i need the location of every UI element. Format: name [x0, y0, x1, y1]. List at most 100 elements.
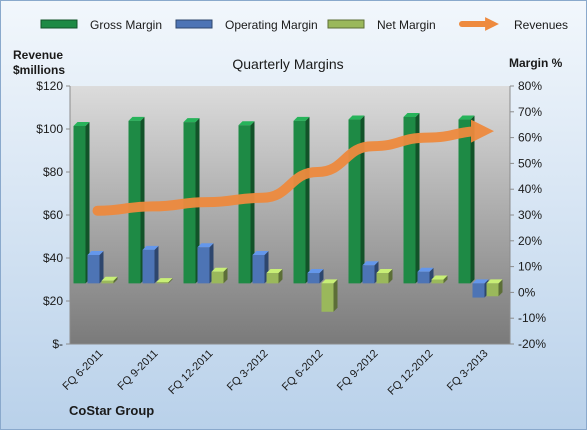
left-axis-label-line2: $millions [13, 63, 65, 77]
bar-side [415, 112, 420, 284]
right-tick-label: 60% [518, 131, 542, 145]
bar-front [128, 120, 141, 284]
x-tick-label: FQ 12-2012 [386, 348, 436, 398]
bar-operating-margin [417, 267, 434, 284]
bar-front [348, 119, 361, 284]
bar-front [197, 247, 210, 284]
bar-side [470, 115, 475, 284]
bar-front [431, 279, 444, 284]
bar-top [87, 250, 104, 255]
bar-operating-margin [362, 261, 379, 284]
right-tick-label: 70% [518, 105, 542, 119]
bar-top [252, 250, 269, 255]
left-tick-label: $20 [43, 294, 63, 308]
right-axis-label: Margin % [509, 56, 563, 70]
bar-front [211, 271, 224, 284]
x-tick-label: FQ 6-2012 [280, 348, 326, 394]
bar-top [472, 279, 489, 284]
bar-top [403, 112, 420, 117]
legend-item-operating-margin: Operating Margin [175, 18, 318, 32]
bar-gross-margin [293, 116, 310, 284]
bar-front [321, 283, 334, 312]
bar-marks [73, 112, 503, 312]
bar-net-margin [431, 275, 448, 284]
bar-front [486, 283, 499, 297]
bar-top [376, 269, 393, 274]
left-tick-label: $40 [43, 251, 63, 265]
bar-side [113, 276, 118, 284]
bar-top [142, 245, 159, 250]
bar-side [85, 121, 90, 284]
bar-top [238, 121, 255, 126]
revenue-line-layer [92, 119, 494, 216]
left-tick-label: $80 [43, 165, 63, 179]
x-tick-label: FQ 3-2012 [225, 348, 271, 394]
bar-front [101, 280, 114, 284]
legend-item-net-margin: Net Margin [327, 18, 436, 32]
bar-gross-margin [458, 115, 475, 284]
bar-top [348, 115, 365, 120]
bar-net-margin [266, 269, 283, 284]
legend-swatch [175, 19, 213, 29]
bar-front [472, 283, 485, 298]
bar-gross-margin [128, 116, 145, 284]
bar-front [156, 282, 169, 284]
legend-item-gross-margin: Gross Margin [40, 18, 162, 32]
bar-side [443, 275, 448, 284]
bar-net-margin [101, 276, 118, 284]
footer-label: CoStar Group [69, 403, 154, 418]
x-tick-label: FQ 6-2011 [61, 348, 106, 393]
x-tick-label: FQ 3-2013 [445, 348, 491, 394]
bar-operating-margin [142, 245, 159, 284]
left-axis-label-line1: Revenue [13, 48, 63, 62]
right-tick-label: 10% [518, 260, 542, 274]
bar-side [360, 115, 365, 284]
bar-operating-margin [472, 279, 489, 298]
bar-front [307, 273, 320, 284]
right-tick-label: 30% [518, 208, 542, 222]
bar-top [362, 261, 379, 266]
bar-net-margin [376, 269, 393, 284]
chart-title: Quarterly Margins [232, 56, 343, 72]
bar-front [266, 273, 279, 284]
bar-gross-margin [73, 121, 90, 284]
right-tick-label: 40% [518, 182, 542, 196]
bar-top [417, 267, 434, 272]
bar-side [223, 267, 228, 284]
legend-swatch [327, 19, 365, 29]
right-tick-label: 50% [518, 156, 542, 170]
bar-side [498, 279, 503, 297]
chart-legend: Gross Margin Operating Margin Net Margin Re… [40, 17, 568, 32]
bar-side [278, 269, 283, 284]
bar-front [417, 271, 430, 284]
legend-label: Net Margin [377, 18, 436, 32]
left-tick-label: $100 [36, 122, 63, 136]
bar-front [142, 249, 155, 284]
bar-side [140, 116, 145, 284]
bar-front [458, 119, 471, 284]
bar-top [183, 118, 200, 123]
bar-top [307, 269, 324, 274]
right-tick-label: 80% [518, 79, 542, 93]
bar-top [431, 275, 448, 280]
legend-label: Operating Margin [225, 18, 318, 32]
bar-top [197, 243, 214, 248]
x-tick-label: FQ 9-2011 [116, 348, 161, 393]
bar-top [266, 269, 283, 274]
right-tick-label: 0% [518, 285, 536, 299]
bar-front [293, 120, 306, 284]
bar-top [128, 116, 145, 121]
legend-label: Gross Margin [90, 18, 162, 32]
bar-top [211, 267, 228, 272]
bar-gross-margin [403, 112, 420, 284]
x-tick-label: FQ 9-2012 [335, 348, 381, 394]
bar-gross-margin [238, 121, 255, 284]
legend-label: Revenues [514, 18, 568, 32]
revenue-line [92, 119, 494, 216]
right-tick-label: -20% [518, 337, 546, 351]
right-tick-label: 20% [518, 234, 542, 248]
bar-side [388, 269, 393, 284]
bar-top [293, 116, 310, 121]
